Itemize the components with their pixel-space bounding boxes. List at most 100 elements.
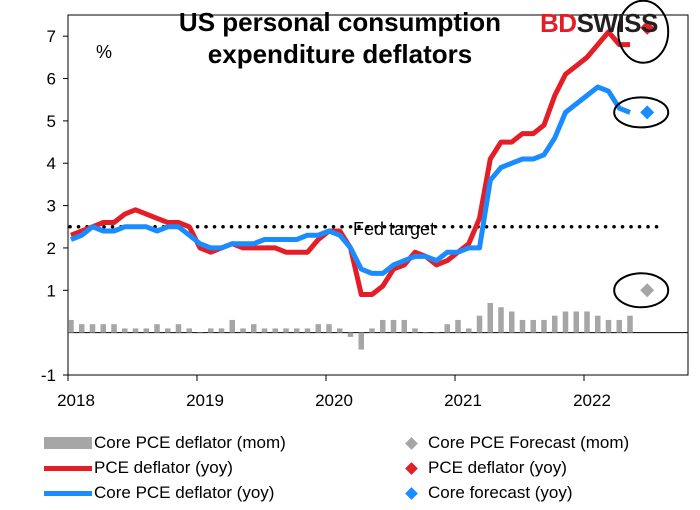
y-tick-label: 3 [47, 197, 56, 216]
y-tick-label: -1 [41, 366, 56, 385]
core-mom-bar [337, 328, 343, 333]
core-mom-bar [315, 324, 321, 333]
core-mom-bar [498, 307, 504, 333]
highlight-ellipse [613, 96, 670, 129]
core-mom-bar [358, 332, 364, 350]
x-tick-label: 2019 [186, 391, 224, 410]
pce-forecast-marker [640, 20, 655, 35]
core-mom-bar [132, 328, 139, 333]
legend-label: PCE deflator (yoy) [94, 458, 233, 477]
core-mom-bar [304, 328, 311, 333]
core-mom-bar [552, 315, 558, 333]
legend-pce-forecast: PCE deflator (yoy) [403, 457, 567, 479]
core-mom-bar [68, 319, 74, 333]
core-mom-bar [165, 328, 171, 333]
core-mom-bar [122, 328, 128, 333]
y-tick-label: 1 [47, 281, 56, 300]
legend-swatch-bar [44, 437, 92, 449]
core-yoy-line [70, 84, 631, 276]
core-mom-bar [390, 319, 397, 333]
core-mom-bar [240, 328, 246, 333]
fed-target-label: Fed target [353, 219, 436, 239]
core-mom-bar [562, 311, 569, 333]
legend-diamond-red-icon [405, 461, 418, 475]
core-mom-bar [541, 319, 547, 333]
legend: Core PCE deflator (mom) Core PCE Forecas… [0, 430, 700, 510]
core-mom-bar [423, 332, 429, 334]
title-line-2: expenditure deflators [207, 39, 473, 69]
y-tick-label: 7 [47, 27, 56, 46]
pce-yoy-line [70, 29, 630, 297]
x-tick-label: 2020 [315, 391, 353, 410]
chart-title: US personal consumption expenditure defl… [130, 6, 550, 70]
core-mom-bar [509, 311, 515, 333]
chart-canvas: -1 1 2 3 4 5 6 7 2018 2019 2020 2021 2022 [41, 0, 689, 410]
legend-label: Core PCE Forecast (mom) [428, 433, 630, 452]
core-mom-bar [272, 328, 278, 333]
legend-label: Core forecast (yoy) [428, 483, 573, 502]
core-mom-bar [261, 328, 268, 333]
core-mom-forecast-marker [640, 283, 655, 298]
legend-core-yoy: Core PCE deflator (yoy) [44, 482, 274, 504]
core-mom-bar [100, 324, 106, 333]
core-mom-bar [294, 328, 300, 333]
core-mom-bar [283, 328, 289, 333]
core-mom-bar [616, 319, 622, 333]
y-tick-label: 2 [47, 239, 56, 258]
core-mom-bar [347, 332, 354, 337]
core-mom-bar [218, 328, 225, 333]
logo-part-2: SWISS [576, 8, 659, 38]
plot-frame [67, 14, 689, 376]
y-tick-label: 4 [47, 154, 56, 173]
y-unit-label: % [96, 42, 113, 62]
core-mom-bar [369, 328, 375, 333]
core-mom-bar [412, 328, 418, 333]
legend-core-mom: Core PCE deflator (mom) [44, 432, 286, 454]
highlight-ellipse [617, 0, 670, 64]
legend-core-forecast: Core forecast (yoy) [403, 482, 573, 504]
core-mom-bar [455, 319, 461, 333]
y-tick-label: 6 [47, 70, 56, 89]
core-mom-bar [530, 319, 536, 333]
core-mom-bar [154, 324, 160, 333]
x-tick-label: 2022 [573, 391, 611, 410]
core-mom-bar [111, 324, 117, 333]
core-mom-bar [466, 328, 472, 333]
legend-swatch-red-line [44, 465, 92, 471]
core-mom-bar [519, 319, 526, 333]
core-mom-bar [433, 332, 440, 334]
highlight-ellipse [613, 272, 670, 309]
core-mom-bar [487, 303, 493, 333]
core-forecast-marker [640, 105, 655, 120]
core-mom-bar [584, 311, 590, 333]
core-mom-bar [444, 324, 450, 333]
y-tick-label: 5 [47, 112, 56, 131]
core-mom-bar [476, 315, 483, 333]
core-mom-bar [186, 328, 192, 333]
core-mom-bar [326, 324, 332, 333]
legend-diamond-blue-icon [405, 486, 418, 500]
core-mom-bar [380, 319, 386, 333]
core-mom-bar [143, 328, 149, 333]
core-mom-bar [197, 332, 203, 334]
legend-label: Core PCE deflator (yoy) [94, 483, 275, 502]
legend-core-forecast-mom: Core PCE Forecast (mom) [403, 432, 629, 454]
core-mom-bar [229, 319, 235, 333]
logo-part-1: BD [540, 8, 577, 38]
core-mom-bar [573, 311, 579, 333]
legend-label: Core PCE deflator (mom) [94, 433, 286, 452]
legend-pce-yoy: PCE deflator (yoy) [44, 457, 233, 479]
core-mom-bar [595, 315, 601, 333]
x-tick-label: 2021 [444, 391, 482, 410]
core-mom-bar [208, 328, 214, 333]
core-mom-bar [89, 324, 96, 333]
core-mom-bar [79, 324, 85, 333]
x-tick-label: 2018 [57, 391, 95, 410]
core-mom-bar [175, 324, 182, 333]
bdswiss-logo: BDSWISS [540, 8, 658, 39]
core-mom-bar [627, 315, 633, 333]
legend-swatch-blue-line [44, 490, 92, 496]
core-mom-bar [251, 324, 257, 333]
legend-diamond-grey-icon [405, 436, 418, 450]
core-mom-bar [605, 319, 612, 333]
